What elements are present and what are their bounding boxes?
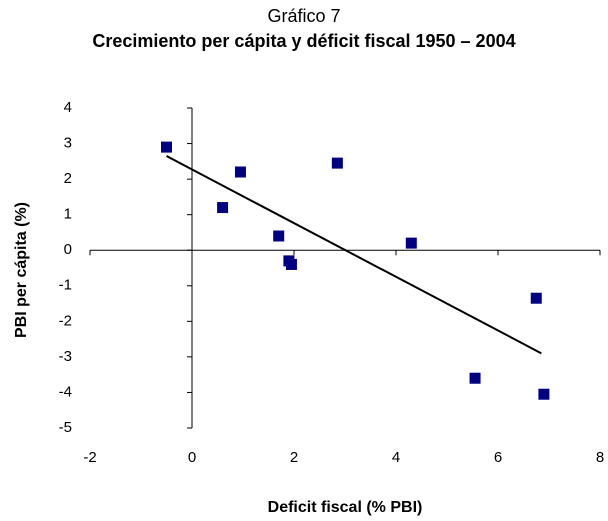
y-axis-label: PBI per cápita (%) xyxy=(13,202,30,338)
x-tick-label: 6 xyxy=(494,449,502,466)
y-tick-label: -2 xyxy=(59,312,72,329)
y-tick-label: -3 xyxy=(59,348,72,365)
y-tick-label: 2 xyxy=(64,170,72,187)
point xyxy=(285,258,297,270)
chart-subtitle: Crecimiento per cápita y déficit fiscal … xyxy=(92,31,515,51)
point xyxy=(161,141,172,153)
point xyxy=(530,292,542,304)
y-tick-label: -4 xyxy=(59,383,72,400)
x-tick-label: -2 xyxy=(83,449,96,466)
x-tick-label: 0 xyxy=(188,449,196,466)
y-tick-label: 3 xyxy=(64,135,72,152)
point xyxy=(538,388,550,400)
point xyxy=(469,372,481,384)
point xyxy=(234,166,246,178)
point xyxy=(405,237,417,249)
trend-line xyxy=(166,155,542,355)
chart-title: Gráfico 7 xyxy=(267,6,340,26)
x-tick-label: 8 xyxy=(596,449,604,466)
y-tick-label: 1 xyxy=(64,206,72,223)
x-tick-label: 4 xyxy=(392,449,400,466)
y-tick-label: -5 xyxy=(59,419,72,436)
point xyxy=(273,230,285,242)
x-axis-label: Deficit fiscal (% PBI) xyxy=(268,499,423,516)
point xyxy=(331,157,343,169)
point xyxy=(217,202,229,214)
y-tick-label: 0 xyxy=(64,241,72,258)
x-tick-label: 2 xyxy=(290,449,298,466)
y-tick-label: -1 xyxy=(59,277,72,294)
y-tick-label: 4 xyxy=(64,99,72,116)
